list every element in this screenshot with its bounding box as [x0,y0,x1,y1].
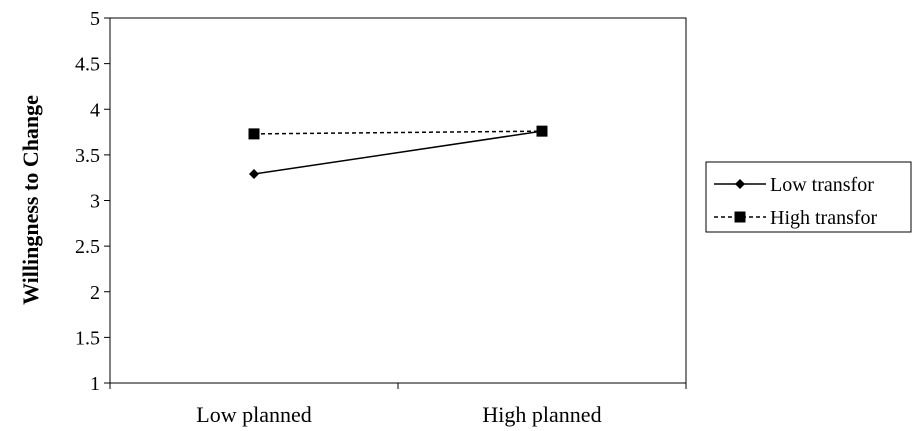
x-axis: Low planned High planned [109,383,687,427]
y-tick-label: 2.5 [75,236,100,258]
y-tick-label: 3.5 [75,145,100,167]
series-low-transfor [249,126,547,180]
y-tick-label: 1 [90,373,100,395]
y-tick-label: 4.5 [75,54,100,76]
y-tick-label: 4 [90,99,100,121]
series-line [253,130,543,175]
legend-label: Low transfor [770,174,874,196]
legend-entry: High transfor [714,207,878,229]
y-axis: 1 1.5 2 2.5 3 3.5 4 4.5 5 [75,8,110,395]
y-tick-label: 5 [90,8,100,30]
data-point-diamond [537,126,547,137]
legend-entry: Low transfor [714,174,874,196]
plot-area [109,17,687,384]
x-category-label: High planned [482,402,601,427]
data-point-diamond [249,169,259,180]
series-line [253,130,543,135]
data-point-square [248,128,260,140]
legend: Low transfor High transfor [705,161,912,233]
x-category-label: Low planned [196,402,311,427]
y-tick-label: 1.5 [75,327,100,349]
series-group [248,125,548,180]
legend-label: High transfor [770,207,878,229]
y-tick-label: 3 [90,191,100,213]
legend-diamond-marker [735,179,745,189]
y-tick-label: 2 [90,282,100,304]
legend-square-marker [734,211,746,223]
y-axis-label: Willingness to Change [18,95,43,305]
